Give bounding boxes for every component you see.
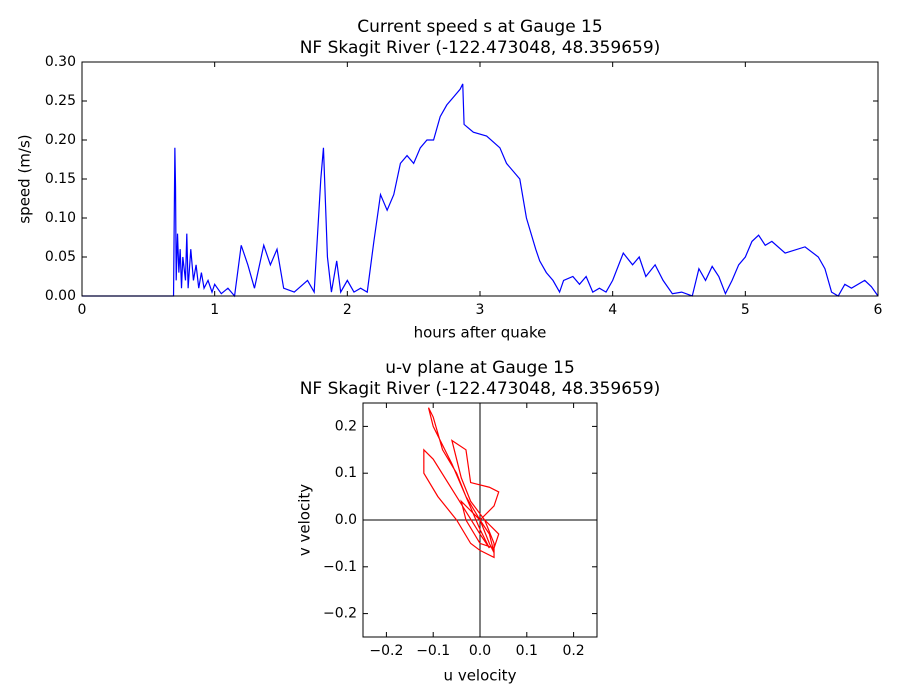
x-axis-label: u velocity <box>444 667 517 685</box>
chart-title: u-v plane at Gauge 15 <box>385 358 575 378</box>
y-axis-label: speed (m/s) <box>16 134 34 223</box>
y-tick-label: 0.25 <box>45 93 76 109</box>
x-tick-label: 3 <box>476 302 485 318</box>
y-tick-label: 0.0 <box>335 512 357 528</box>
y-tick-label: 0.20 <box>45 132 76 148</box>
y-tick-label: −0.1 <box>323 559 357 575</box>
y-axis-label: v velocity <box>296 484 314 556</box>
plot-frame <box>362 402 598 638</box>
y-tick-label: 0.2 <box>335 418 357 434</box>
chart-title: Current speed s at Gauge 15 <box>357 17 602 37</box>
y-tick-label: 0.30 <box>45 54 76 70</box>
chart-title: NF Skagit River (-122.473048, 48.359659) <box>300 38 661 58</box>
x-tick-label: 2 <box>343 302 352 318</box>
x-tick-label: 0 <box>78 302 87 318</box>
x-tick-label: 1 <box>210 302 219 318</box>
y-tick-label: 0.00 <box>45 288 76 304</box>
y-tick-label: 0.10 <box>45 210 76 226</box>
x-tick-label: 0.0 <box>469 643 491 659</box>
x-tick-label: 0.1 <box>516 643 538 659</box>
x-tick-label: −0.2 <box>369 643 403 659</box>
x-tick-label: 4 <box>608 302 617 318</box>
x-tick-label: 5 <box>741 302 750 318</box>
y-tick-label: 0.05 <box>45 249 76 265</box>
data-line <box>82 83 879 298</box>
y-tick-label: 0.1 <box>335 465 357 481</box>
x-tick-label: −0.1 <box>416 643 450 659</box>
plot-frame <box>81 61 879 297</box>
y-tick-label: −0.2 <box>323 606 357 622</box>
data-line <box>423 407 500 559</box>
y-tick-label: 0.15 <box>45 171 76 187</box>
x-tick-label: 0.2 <box>562 643 584 659</box>
x-tick-label: 6 <box>874 302 883 318</box>
x-axis-label: hours after quake <box>414 324 547 342</box>
chart-title: NF Skagit River (-122.473048, 48.359659) <box>300 379 661 399</box>
